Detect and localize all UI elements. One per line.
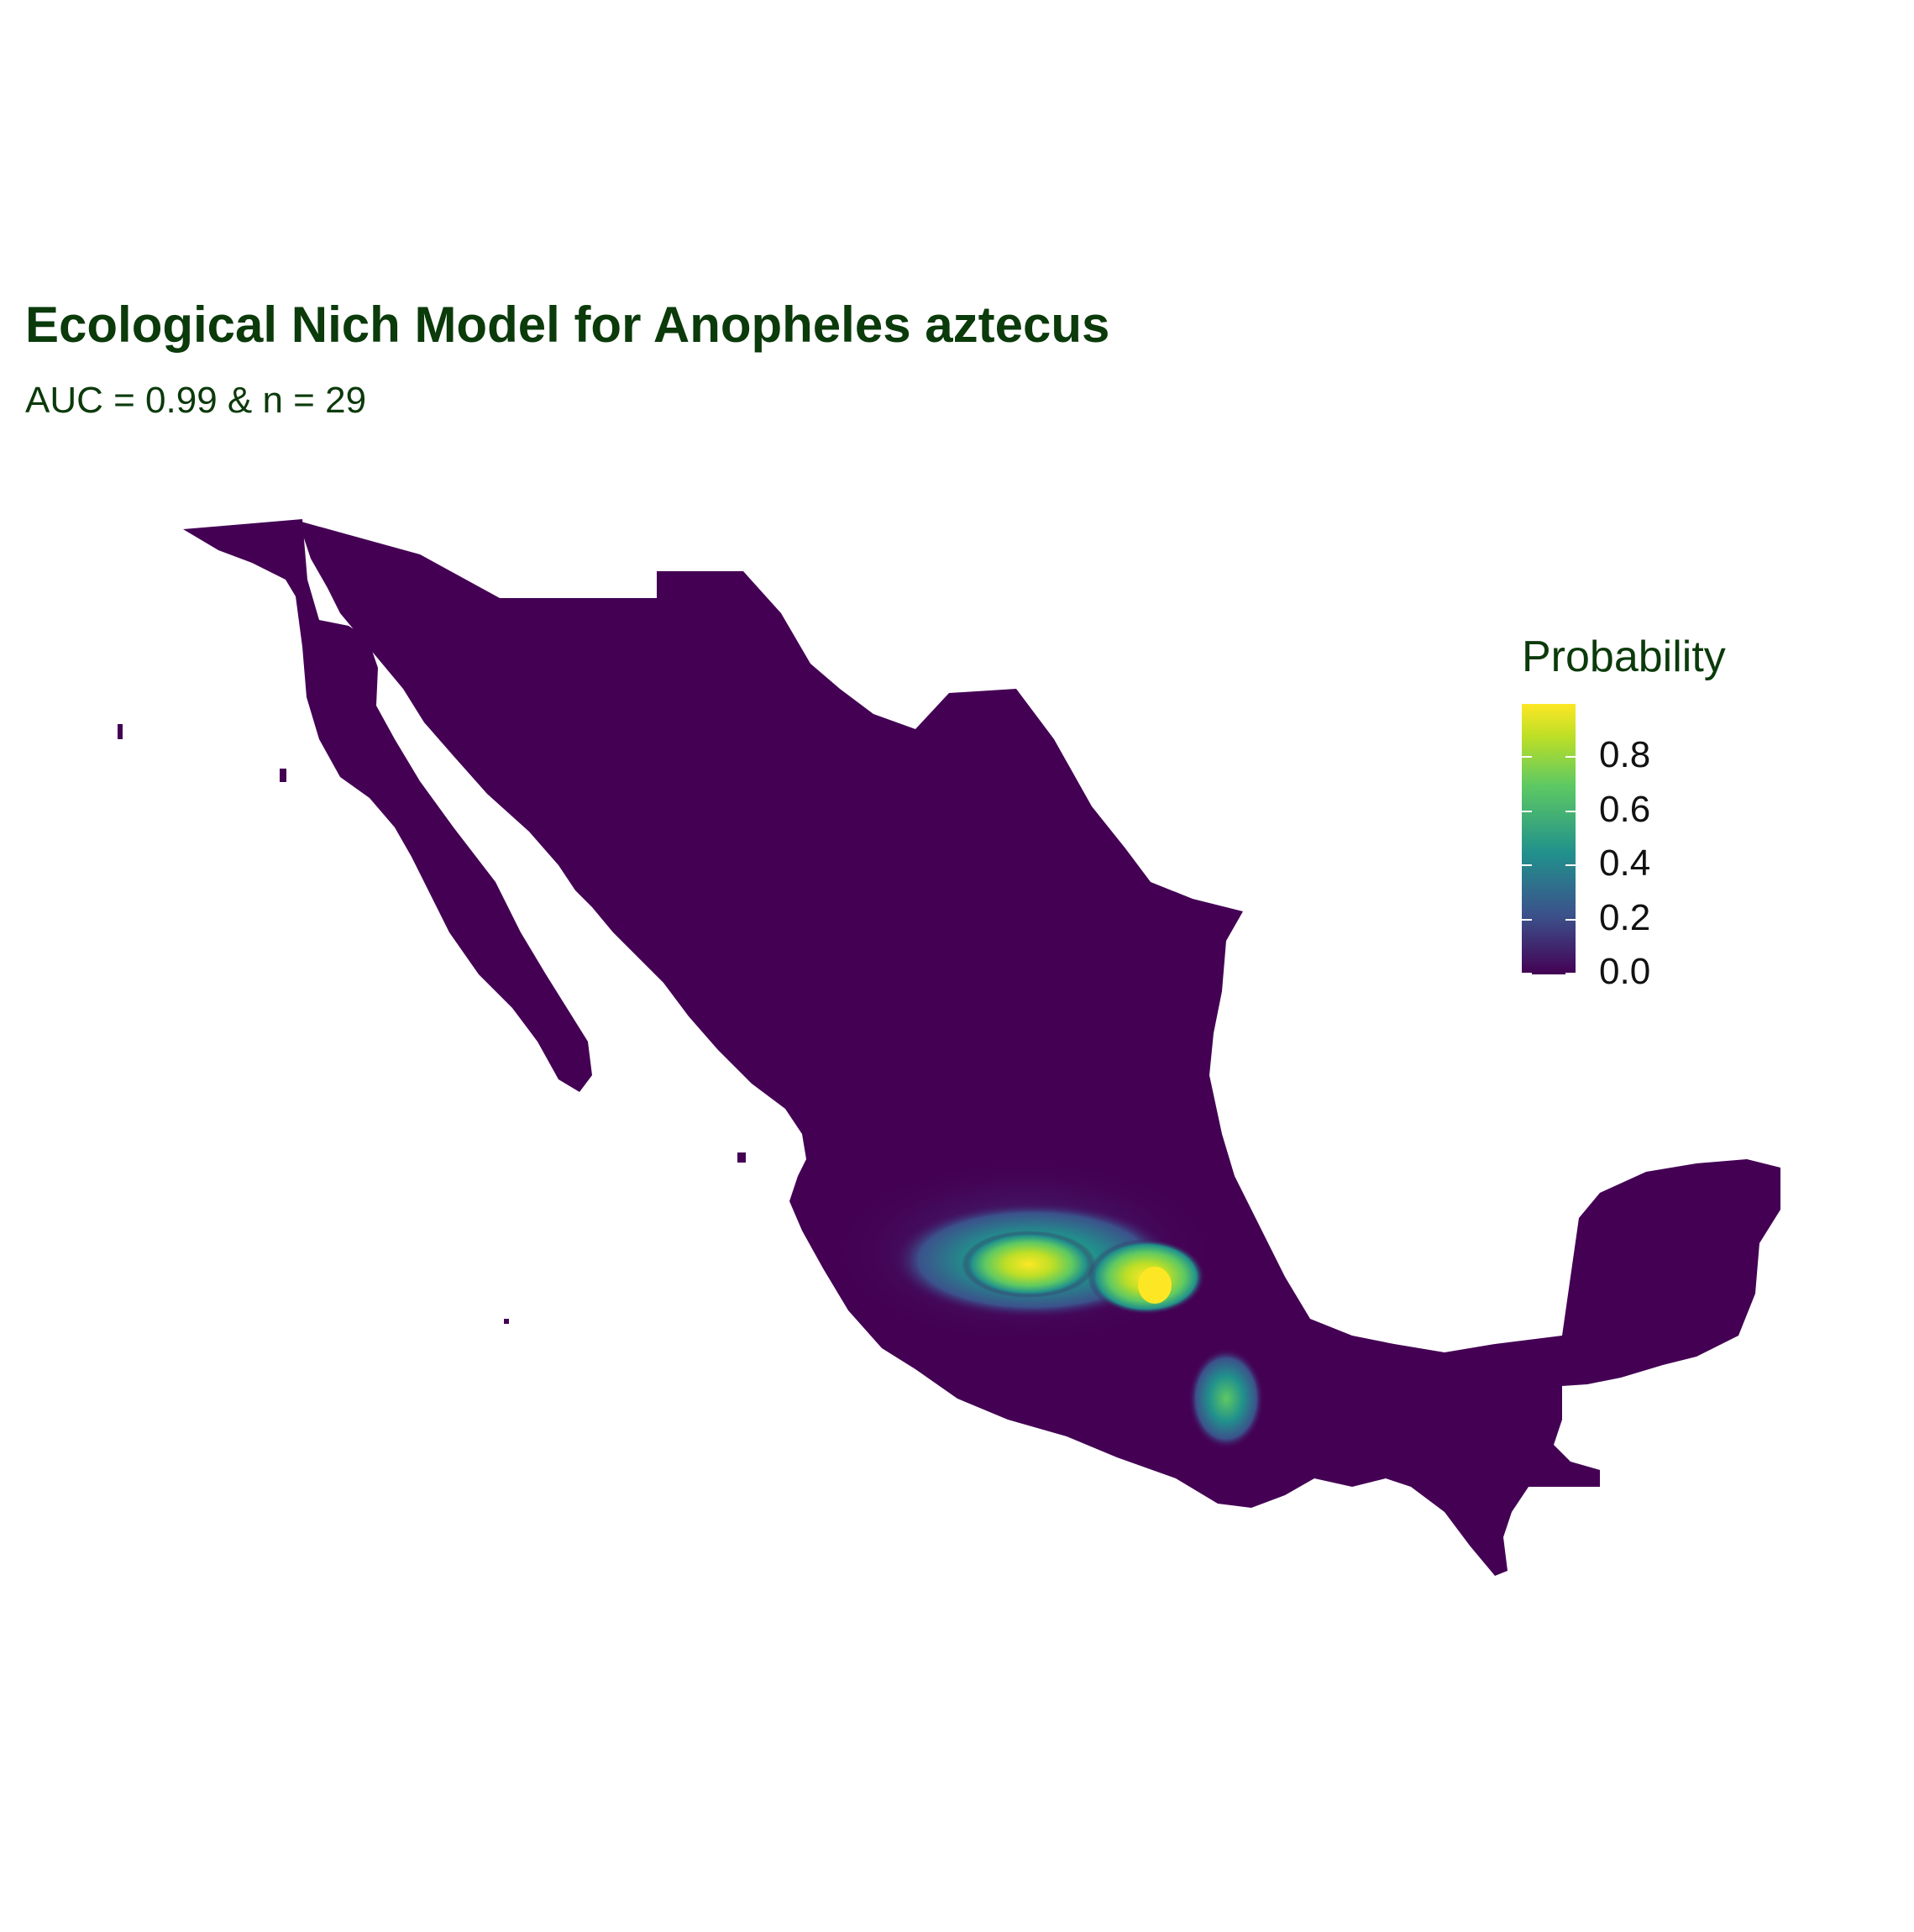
legend-tick-label: 0.2: [1599, 896, 1651, 938]
legend-tick-mark: [1565, 864, 1576, 867]
island-1: [118, 724, 123, 739]
peak-probability-spot: [1138, 1267, 1172, 1304]
legend-title: Probability: [1522, 633, 1726, 681]
legend-tick-mark: [1522, 864, 1532, 867]
mainland-mexico-shape: [298, 521, 1780, 1576]
legend-tick-mark: [1565, 973, 1576, 974]
island-2: [280, 769, 286, 782]
high-probability-zone-west: [962, 1231, 1096, 1298]
legend-tick-mark: [1565, 810, 1576, 812]
legend-tick-label: 0.8: [1599, 734, 1651, 776]
plot-subtitle: AUC = 0.99 & n = 29: [25, 380, 367, 421]
legend-tick-mark: [1522, 973, 1532, 974]
island-3: [504, 1319, 509, 1324]
island-4: [737, 1152, 746, 1163]
legend-tick-label: 0.6: [1599, 788, 1651, 830]
legend-tick-mark: [1565, 756, 1576, 759]
baja-california-shape: [183, 519, 592, 1092]
legend-tick-mark: [1522, 810, 1532, 812]
medium-probability-zone-south: [1188, 1348, 1264, 1449]
legend-colorbar: [1522, 704, 1576, 974]
legend-tick-mark: [1522, 756, 1532, 759]
plot-title: Ecological Nich Model for Anopheles azte…: [25, 297, 1110, 353]
legend-tick-mark: [1565, 918, 1576, 921]
legend-tick-label: 0.4: [1599, 843, 1651, 885]
legend-tick-mark: [1522, 918, 1532, 921]
legend-tick-label: 0.0: [1599, 951, 1651, 992]
